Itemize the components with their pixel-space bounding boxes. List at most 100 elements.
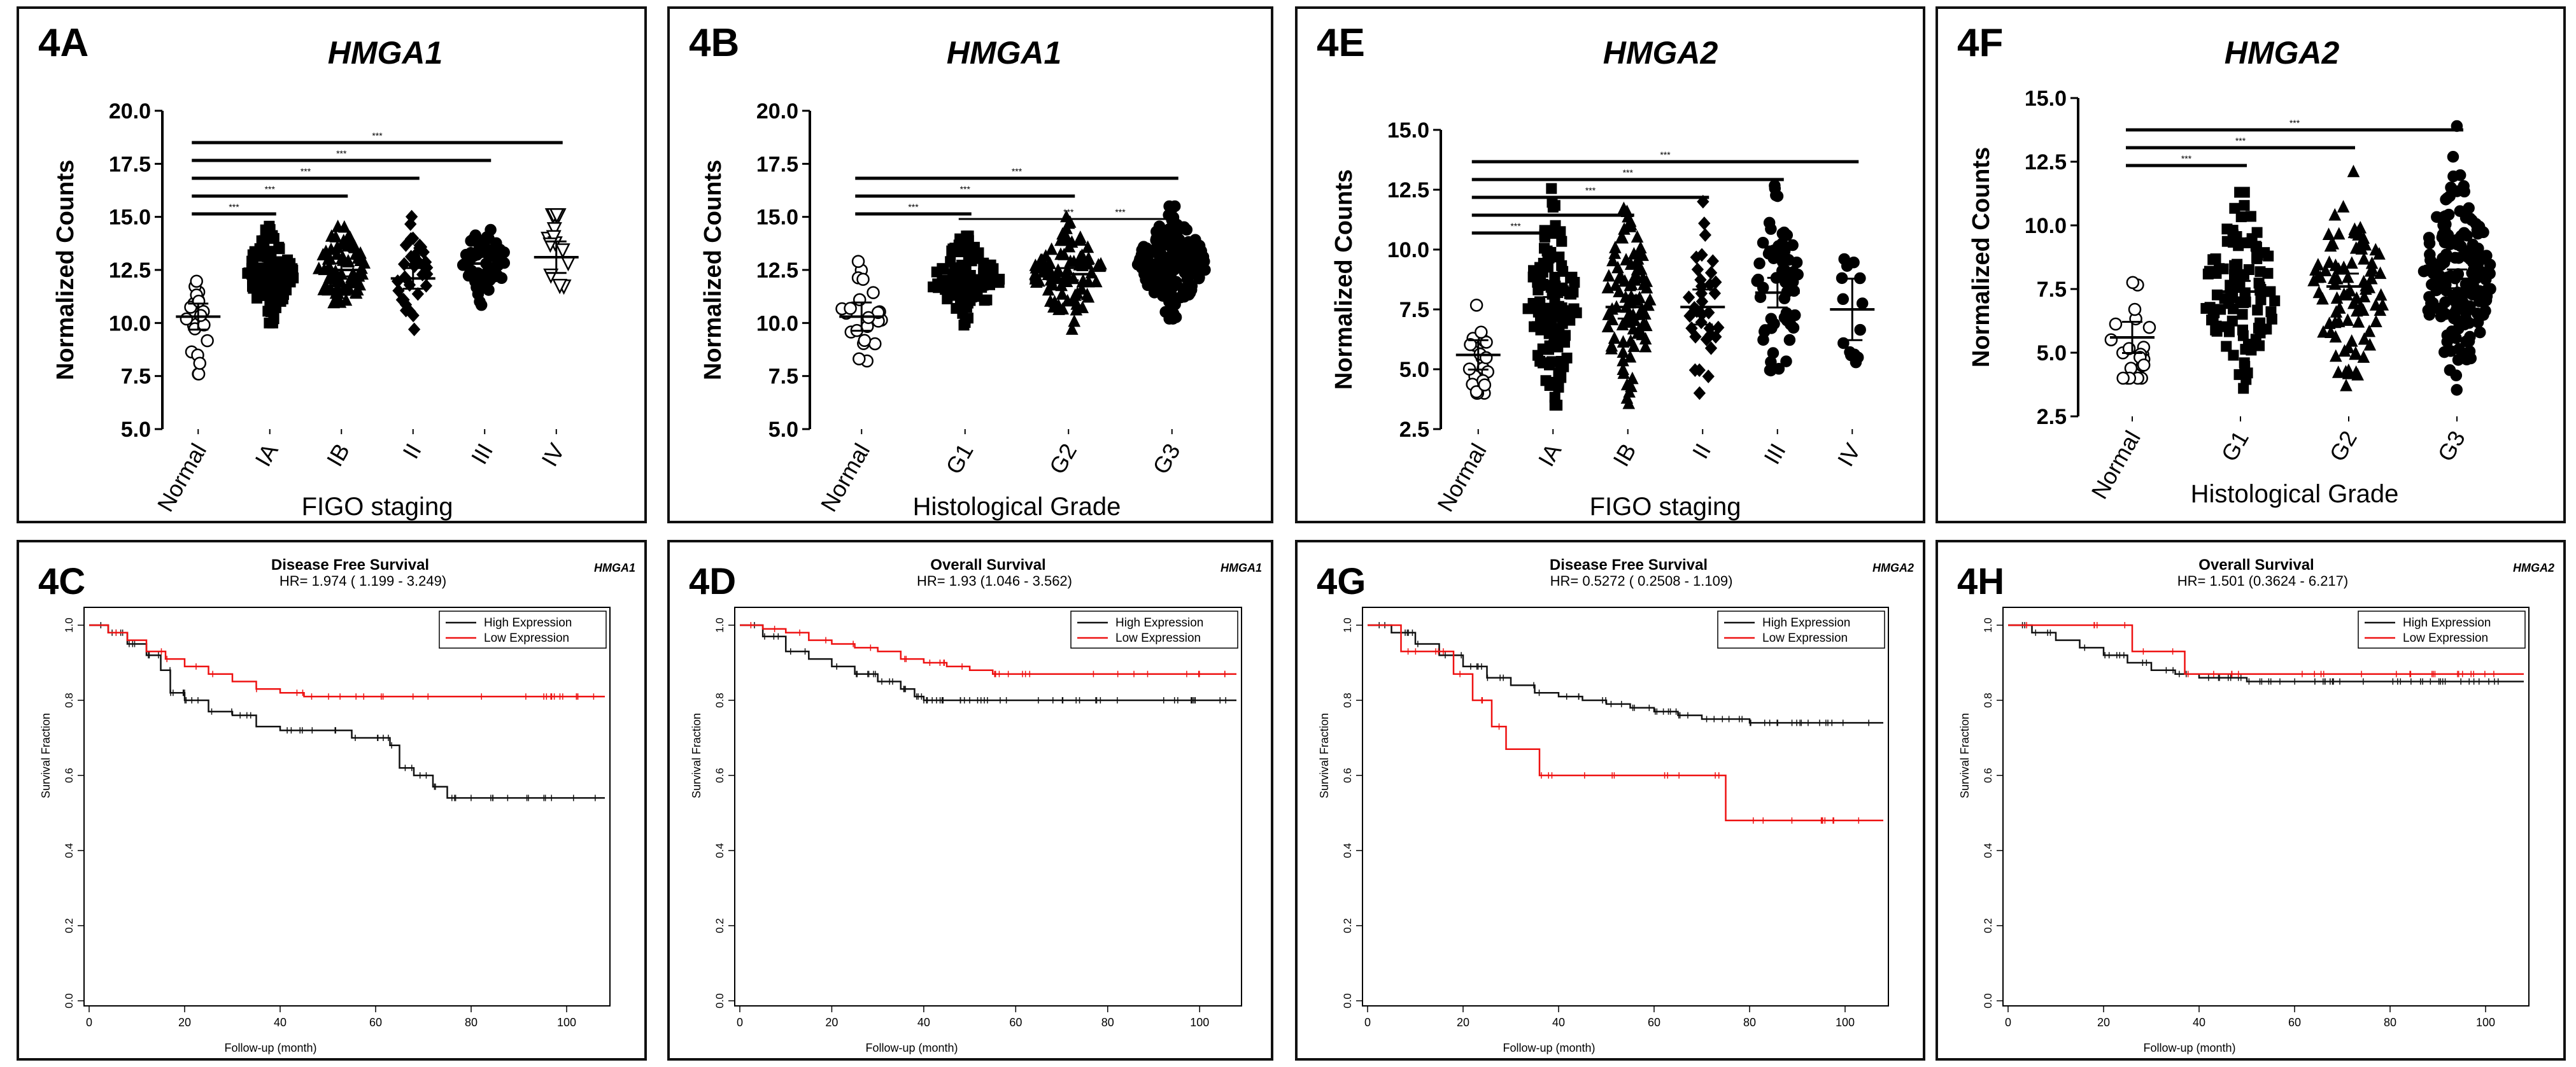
data-point <box>1769 180 1781 192</box>
data-point <box>1752 273 1764 286</box>
data-point <box>2365 271 2378 285</box>
data-point <box>420 279 433 293</box>
data-point <box>1180 223 1193 236</box>
low-expression-curve <box>1368 624 1883 822</box>
y-tick-label: 1.0 <box>714 618 726 633</box>
high-expression-curve <box>1368 624 1883 724</box>
data-point <box>2471 307 2484 320</box>
category-points <box>180 274 214 381</box>
x-tick-label: 20 <box>1457 1016 1469 1029</box>
panel-4e: 4E HMGA2 2.5 5.0 7.5 10.0 12.5 15.0 Normalized… <box>1295 6 1925 523</box>
y-tick-label: 0.8 <box>1341 693 1354 708</box>
data-point <box>349 285 362 299</box>
significance-stars: *** <box>2289 118 2300 128</box>
data-point <box>1634 262 1648 275</box>
data-point <box>2316 292 2329 305</box>
panel-4h: 4H Overall Survival HR= 1.501 (0.3624 - … <box>1936 540 2566 1061</box>
panel-title: Overall Survival <box>930 556 1046 574</box>
y-tick-label: 5.0 <box>121 418 151 442</box>
data-point <box>2374 288 2388 301</box>
data-point <box>1854 323 1866 336</box>
data-point <box>1624 257 1638 270</box>
x-tick-label: 20 <box>825 1016 838 1029</box>
hazard-ratio: HR= 1.974 ( 1.199 - 3.249) <box>279 573 447 589</box>
y-axis-label: Normalized Counts <box>1331 169 1357 390</box>
data-point <box>2245 211 2256 222</box>
data-point <box>2116 371 2130 385</box>
y-tick-label: 2.5 <box>2037 405 2067 429</box>
panel-4d: 4D Overall Survival HR= 1.93 (1.046 - 3.… <box>667 540 1273 1061</box>
y-tick-label: 15.0 <box>109 206 151 230</box>
data-point <box>1699 228 1712 242</box>
data-point <box>2437 219 2449 231</box>
data-point <box>2350 291 2363 304</box>
x-tick-label: IB <box>322 439 355 471</box>
data-point <box>2233 369 2245 380</box>
data-point <box>479 234 492 246</box>
x-tick-label: 100 <box>2476 1016 2495 1029</box>
x-tick-label: 0 <box>737 1016 743 1029</box>
y-tick-label: 10.0 <box>1387 238 1429 262</box>
y-tick-label: 0.8 <box>63 693 75 708</box>
data-point <box>201 334 214 348</box>
data-point <box>1534 262 1546 273</box>
data-point <box>993 277 1005 288</box>
category-points <box>1751 180 1804 377</box>
data-point <box>2376 298 2389 311</box>
data-point <box>1081 257 1094 270</box>
legend-label: High Expression <box>2403 616 2491 630</box>
x-tick-label: 40 <box>1552 1016 1565 1029</box>
data-point <box>2451 120 2463 132</box>
x-axis-label: Follow-up (month) <box>2143 1042 2235 1054</box>
data-point <box>1695 315 1708 330</box>
high-expression-curve <box>89 624 605 799</box>
data-point <box>1776 227 1789 240</box>
y-axis-label: Survival Fraction <box>690 713 703 798</box>
y-tick-label: 0.4 <box>63 843 75 858</box>
plot-frame <box>734 607 1242 1007</box>
data-point <box>407 322 421 337</box>
data-point <box>475 299 488 311</box>
data-point <box>1620 391 1634 404</box>
data-point <box>254 243 265 255</box>
x-tick-label: 100 <box>1190 1016 1209 1029</box>
panel-title: Disease Free Survival <box>271 556 430 574</box>
data-point <box>2477 226 2489 239</box>
data-point <box>1639 332 1652 345</box>
data-point <box>2352 315 2365 328</box>
data-point <box>2326 237 2340 250</box>
data-point <box>2438 346 2451 358</box>
data-point <box>1537 343 1548 355</box>
y-tick-label: 7.5 <box>2037 278 2067 302</box>
data-point <box>2440 194 2452 206</box>
data-point <box>1534 355 1546 367</box>
x-tick-label: 60 <box>2288 1016 2301 1029</box>
data-point <box>2342 341 2355 353</box>
data-point <box>1068 314 1081 327</box>
y-tick-label: 0.6 <box>714 768 726 783</box>
data-point <box>1555 356 1567 367</box>
y-tick-label: 0.6 <box>1341 768 1354 783</box>
data-point <box>555 243 570 259</box>
data-point <box>1045 242 1058 255</box>
data-point <box>2202 268 2214 279</box>
data-point <box>2255 283 2267 295</box>
data-point <box>2233 240 2244 251</box>
data-point <box>1767 347 1780 359</box>
data-point <box>1753 257 1766 270</box>
data-point <box>1060 230 1073 243</box>
data-point <box>2329 330 2342 343</box>
data-point <box>867 286 880 299</box>
data-point <box>928 281 939 293</box>
x-axis-label: FIGO staging <box>1590 493 1741 521</box>
data-point <box>2137 358 2151 372</box>
data-point <box>1546 183 1557 194</box>
x-tick-label: 0 <box>86 1016 92 1029</box>
data-point <box>1556 260 1568 271</box>
y-tick-label: 0.8 <box>714 693 726 708</box>
data-point <box>1089 274 1103 288</box>
data-point <box>1787 322 1800 334</box>
data-point <box>1037 255 1050 268</box>
legend-label: Low Expression <box>1115 632 1201 645</box>
data-point <box>2449 289 2461 301</box>
